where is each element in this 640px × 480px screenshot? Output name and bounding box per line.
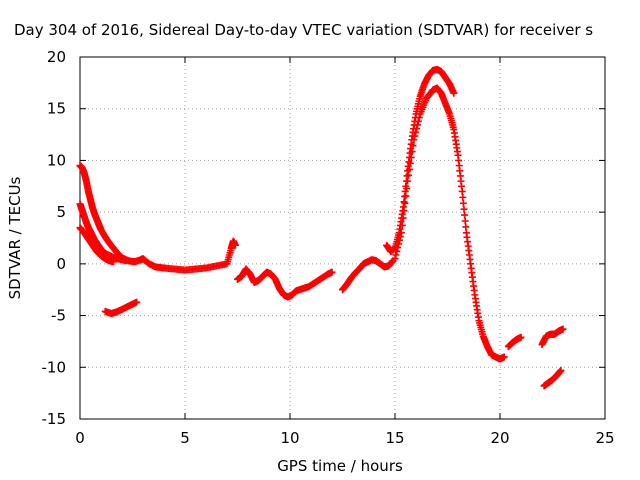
data-point [401,199,409,207]
data-point [453,148,461,156]
data-point [403,185,411,193]
data-point [397,229,405,237]
series-0 [76,162,239,274]
data-point [449,123,457,131]
data-point [461,211,469,219]
data-point [412,128,420,136]
data-point [392,251,400,259]
data-point [408,148,416,156]
data-point [416,95,424,103]
data-point [410,136,418,144]
data-point [459,199,467,207]
data-point [398,221,406,229]
x-tick-label: 20 [490,429,509,447]
data-point [500,353,508,361]
data-point [327,268,335,276]
data-point [409,142,417,150]
data-point [414,121,421,129]
y-tick-label: -15 [42,410,67,428]
data-point [461,217,469,225]
y-tick-label: 15 [47,100,66,118]
x-tick-label: 5 [180,429,190,447]
data-point [405,165,413,173]
series-10 [540,366,565,390]
series-8 [504,333,525,351]
data-point [399,214,407,222]
data-point [413,125,421,133]
data-point [415,114,423,122]
data-point [459,193,467,201]
x-tick-label: 0 [75,429,85,447]
y-tick-label: 20 [47,48,66,66]
y-tick-label: -10 [42,358,67,376]
data-point [132,299,140,307]
data-point [396,233,404,241]
x-tick-label: 25 [595,429,614,447]
data-point [466,255,474,263]
series-3 [101,298,141,318]
series-4 [234,265,336,301]
data-point [393,247,401,255]
data-point [396,236,403,244]
y-tick-label: 5 [56,203,66,221]
series-5 [339,256,397,294]
data-point [122,257,130,265]
data-points [76,65,567,390]
series-7 [391,84,508,363]
data-point [404,177,412,185]
x-tick-label: 15 [385,429,404,447]
y-tick-label: 0 [56,255,66,273]
data-point [400,207,408,215]
data-point [474,313,482,321]
data-point [231,241,239,249]
series-2 [76,224,118,266]
data-point [460,205,468,213]
data-point [405,171,412,179]
x-tick-label: 10 [280,429,299,447]
data-point [227,247,235,255]
data-point [394,244,402,252]
data-point [556,367,564,375]
series-9 [538,325,567,349]
data-point [449,88,457,96]
data-point [402,192,410,200]
data-point [109,258,117,266]
data-point [558,325,566,333]
data-point [411,132,419,140]
tick-labels: 0 5 10 15 20 25 -15 -10 -5 0 5 10 15 20 [42,48,615,447]
y-axis-label: SDTVAR / TECUs [6,176,24,299]
y-tick-label: 10 [47,151,66,169]
data-point [395,240,403,248]
data-point [516,334,524,342]
data-point [479,330,487,338]
x-axis-label: GPS time / hours [277,457,403,475]
data-point [458,182,466,190]
axis-ticks [79,56,606,420]
y-tick-label: -5 [51,307,66,325]
plot-frame [79,56,606,420]
data-point [445,108,453,116]
data-point [470,286,478,294]
series-6 [383,65,458,255]
data-point [391,255,399,263]
grid [80,57,605,419]
data-point [462,223,470,231]
data-point [406,159,414,167]
data-point [407,153,415,161]
chart-title: Day 304 of 2016, Sidereal Day-to-day VTE… [14,21,593,39]
data-point [414,117,422,125]
